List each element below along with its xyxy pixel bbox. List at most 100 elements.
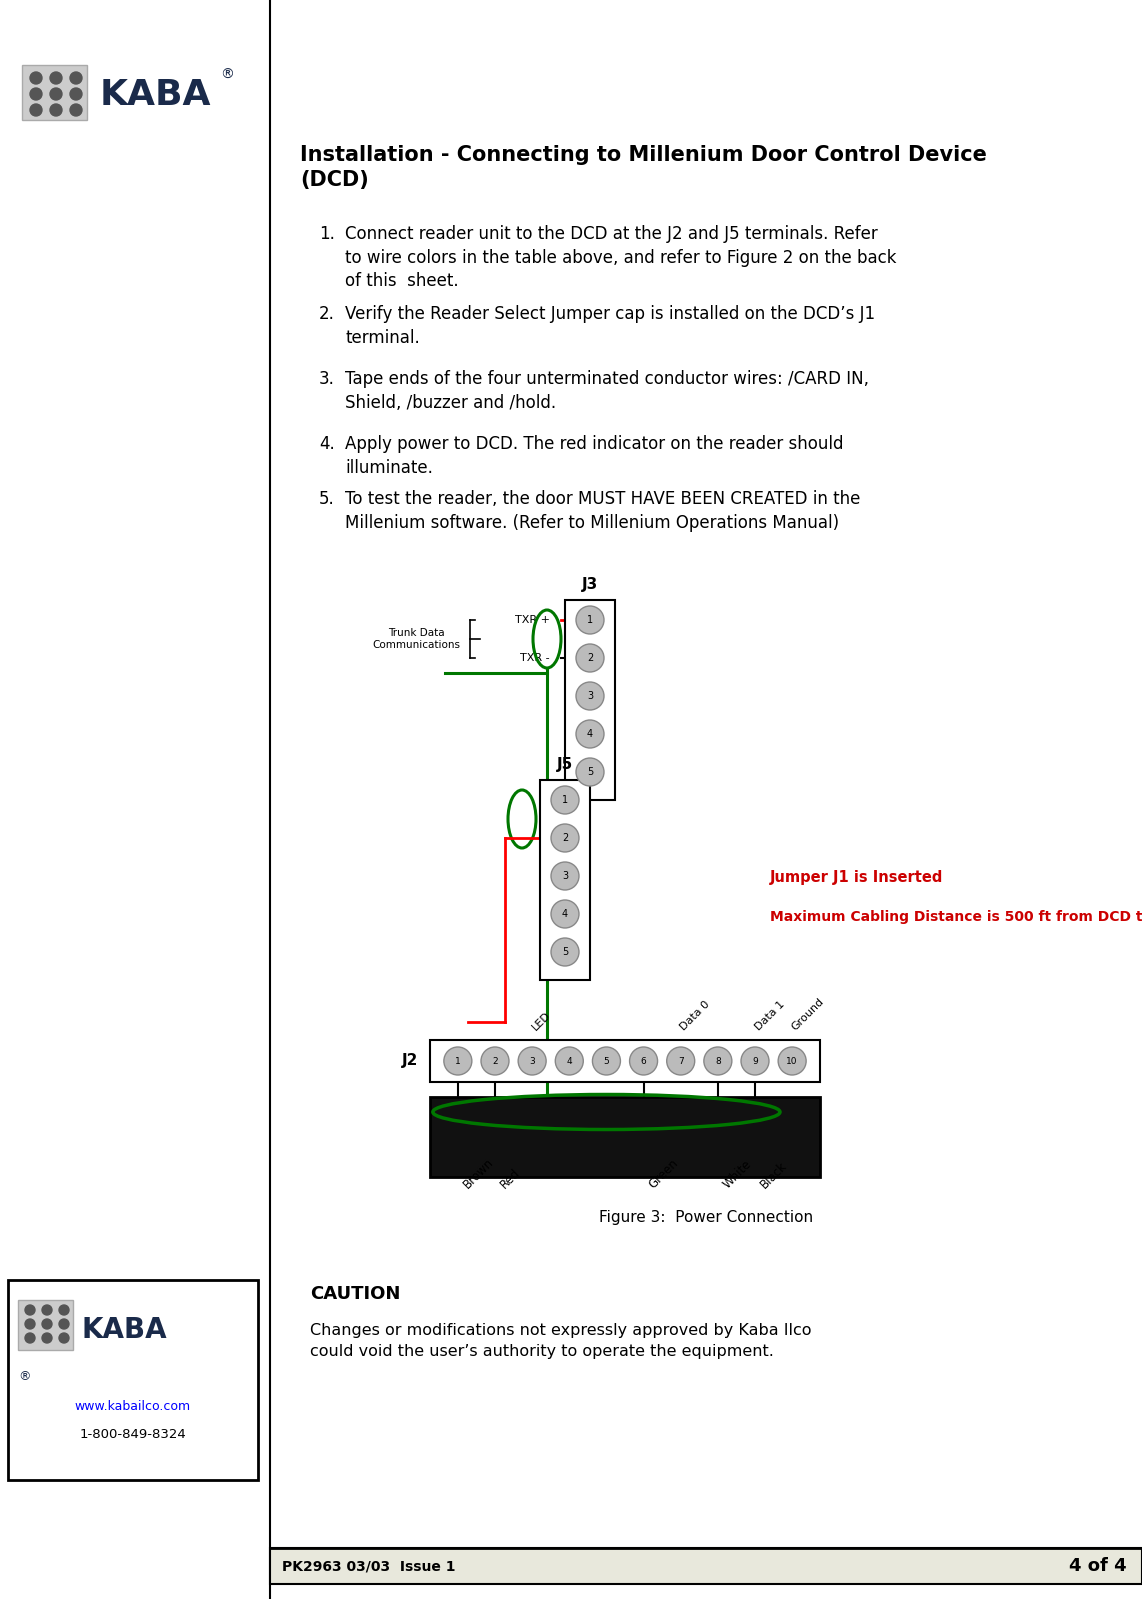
Text: 2.: 2. [319, 305, 335, 323]
Text: Tape ends of the four unterminated conductor wires: /CARD IN,
Shield, /buzzer an: Tape ends of the four unterminated condu… [345, 369, 869, 411]
Text: 1-800-849-8324: 1-800-849-8324 [80, 1428, 186, 1441]
Text: 4 of 4: 4 of 4 [1069, 1557, 1127, 1575]
Circle shape [550, 939, 579, 966]
Text: ®: ® [220, 69, 234, 82]
Circle shape [50, 72, 62, 85]
FancyBboxPatch shape [22, 66, 87, 120]
Text: 7: 7 [678, 1057, 684, 1065]
Circle shape [30, 72, 42, 85]
Text: Figure 3:  Power Connection: Figure 3: Power Connection [598, 1210, 813, 1225]
Text: 9: 9 [753, 1057, 758, 1065]
Circle shape [667, 1047, 694, 1075]
Text: 3.: 3. [319, 369, 335, 389]
Circle shape [550, 787, 579, 814]
Text: Ground: Ground [790, 996, 826, 1031]
Text: Trunk Data
Communications: Trunk Data Communications [372, 628, 460, 649]
Text: 5: 5 [587, 768, 593, 777]
Text: To test the reader, the door MUST HAVE BEEN CREATED in the
Millenium software. (: To test the reader, the door MUST HAVE B… [345, 489, 860, 531]
Text: 3: 3 [529, 1057, 534, 1065]
Text: PK2963 03/03  Issue 1: PK2963 03/03 Issue 1 [282, 1559, 456, 1573]
Circle shape [70, 88, 82, 101]
Text: 3: 3 [562, 871, 568, 881]
Circle shape [550, 900, 579, 927]
Text: 2: 2 [492, 1057, 498, 1065]
Text: Brown: Brown [461, 1156, 497, 1191]
Text: 1: 1 [455, 1057, 460, 1065]
Circle shape [70, 104, 82, 117]
Circle shape [629, 1047, 658, 1075]
Bar [565, 600, 616, 800]
Circle shape [576, 758, 604, 787]
Text: Maximum Cabling Distance is 500 ft from DCD to Reader.: Maximum Cabling Distance is 500 ft from … [770, 910, 1142, 924]
Text: J2: J2 [402, 1054, 418, 1068]
Text: Data 0: Data 0 [678, 999, 711, 1031]
Circle shape [576, 606, 604, 633]
Text: TXR +: TXR + [515, 616, 550, 625]
Text: Data 1: Data 1 [753, 999, 786, 1031]
Text: www.kabailco.com: www.kabailco.com [75, 1401, 191, 1414]
Bar [431, 1097, 820, 1177]
Text: 1: 1 [562, 795, 568, 804]
Text: White: White [721, 1158, 755, 1191]
Text: 1.: 1. [319, 225, 335, 243]
Circle shape [25, 1305, 35, 1314]
FancyBboxPatch shape [18, 1300, 73, 1350]
Bar [0, 0, 270, 1599]
Text: Red: Red [498, 1166, 523, 1191]
Text: 5: 5 [562, 947, 568, 956]
Text: Apply power to DCD. The red indicator on the reader should
illuminate.: Apply power to DCD. The red indicator on… [345, 435, 844, 477]
Circle shape [42, 1305, 53, 1314]
Text: ®: ® [18, 1370, 31, 1383]
Circle shape [70, 72, 82, 85]
Circle shape [550, 823, 579, 852]
Text: 2: 2 [587, 652, 593, 664]
Circle shape [30, 88, 42, 101]
Circle shape [59, 1319, 69, 1329]
Text: Jumper J1 is Inserted: Jumper J1 is Inserted [770, 870, 943, 884]
Text: KABA: KABA [82, 1316, 168, 1345]
Circle shape [741, 1047, 769, 1075]
Circle shape [576, 683, 604, 710]
Bar [270, 1548, 1142, 1585]
Circle shape [703, 1047, 732, 1075]
Circle shape [59, 1334, 69, 1343]
Text: Verify the Reader Select Jumper cap is installed on the DCD’s J1
terminal.: Verify the Reader Select Jumper cap is i… [345, 305, 875, 347]
Circle shape [576, 720, 604, 748]
Text: 4: 4 [587, 729, 593, 739]
Bar [431, 1039, 820, 1083]
Text: 4: 4 [562, 908, 568, 919]
Circle shape [481, 1047, 509, 1075]
Text: Connect reader unit to the DCD at the J2 and J5 terminals. Refer
to wire colors : Connect reader unit to the DCD at the J2… [345, 225, 896, 289]
Circle shape [550, 862, 579, 891]
Circle shape [555, 1047, 584, 1075]
Circle shape [518, 1047, 546, 1075]
Text: 5.: 5. [320, 489, 335, 508]
Circle shape [30, 104, 42, 117]
Text: J5: J5 [557, 756, 573, 772]
Text: 3: 3 [587, 691, 593, 700]
Circle shape [25, 1319, 35, 1329]
Text: CAUTION: CAUTION [309, 1286, 401, 1303]
Circle shape [59, 1305, 69, 1314]
Circle shape [50, 88, 62, 101]
Text: 6: 6 [641, 1057, 646, 1065]
Bar [540, 780, 590, 980]
Text: 1: 1 [587, 616, 593, 625]
Bar [8, 1281, 258, 1481]
Circle shape [50, 104, 62, 117]
Circle shape [42, 1319, 53, 1329]
Circle shape [42, 1334, 53, 1343]
Text: 10: 10 [787, 1057, 798, 1065]
Text: 2: 2 [562, 833, 568, 843]
Circle shape [25, 1334, 35, 1343]
Text: LED: LED [530, 1009, 553, 1031]
Text: J3: J3 [582, 577, 598, 592]
Text: Green: Green [646, 1156, 681, 1191]
Circle shape [778, 1047, 806, 1075]
Circle shape [576, 644, 604, 672]
Text: Changes or modifications not expressly approved by Kaba Ilco
could void the user: Changes or modifications not expressly a… [309, 1322, 812, 1359]
Circle shape [593, 1047, 620, 1075]
Circle shape [444, 1047, 472, 1075]
Text: 4.: 4. [320, 435, 335, 453]
Text: TXR -: TXR - [521, 652, 550, 664]
